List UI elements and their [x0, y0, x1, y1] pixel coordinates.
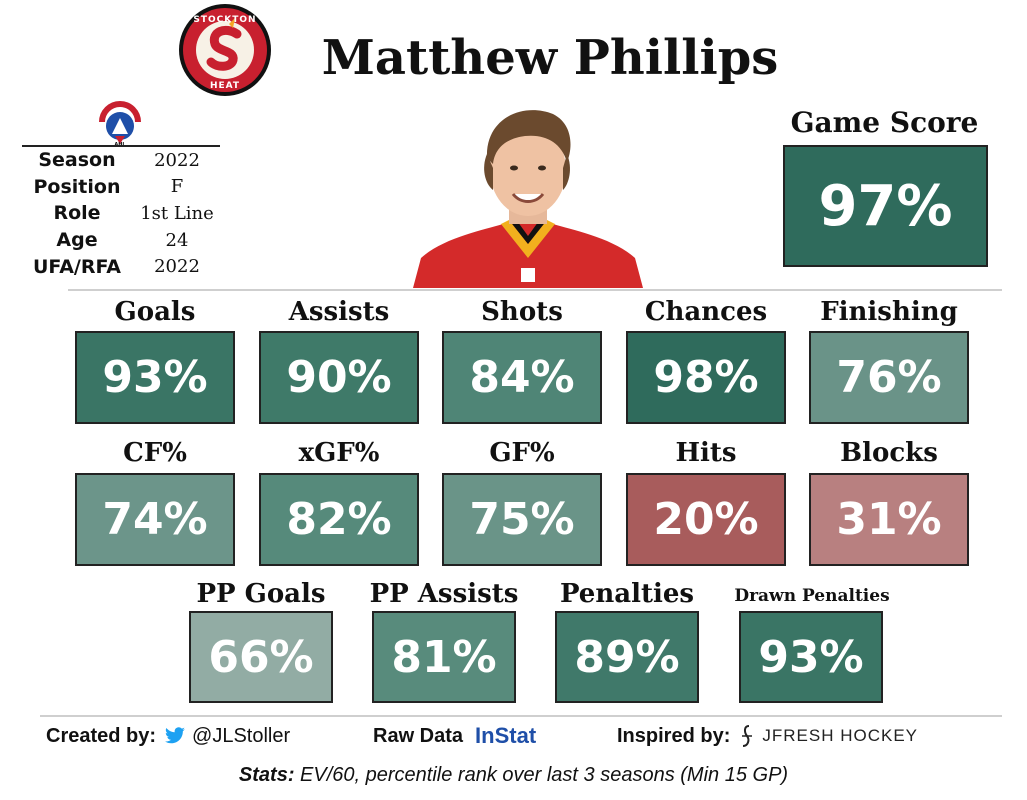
footer-raw-data: Raw Data InStat	[373, 722, 536, 750]
info-value: 2022	[154, 149, 200, 171]
info-row-role: Role 1st Line	[22, 200, 222, 227]
stat-label-cf: CF%	[123, 438, 187, 468]
info-row-contract: UFA/RFA 2022	[22, 253, 222, 280]
stat-label-drawn-penalties: Drawn Penalties	[734, 586, 890, 606]
stats-note-text: EV/60, percentile rank over last 3 seaso…	[294, 764, 789, 786]
stat-label-shots: Shots	[481, 297, 563, 327]
stat-box-finishing: 76%	[809, 331, 969, 424]
info-label: Position	[33, 175, 121, 198]
stat-box-blocks: 31%	[809, 473, 969, 566]
stat-label-xgf: xGF%	[298, 438, 380, 468]
team-logo-top-text: STOCKTON	[193, 15, 256, 25]
inspired-by-label: Inspired by:	[617, 724, 731, 747]
stat-label-chances: Chances	[644, 297, 768, 327]
game-score-value: 97%	[783, 145, 988, 267]
info-divider	[22, 145, 220, 147]
instat-logo: InStat	[475, 723, 537, 748]
info-row-position: Position F	[22, 174, 222, 201]
footer-inspired-by: Inspired by: JFRESH HOCKEY	[617, 722, 918, 750]
stat-label-gf: GF%	[489, 438, 555, 468]
stat-box-goals: 93%	[75, 331, 235, 424]
stat-label-blocks: Blocks	[840, 438, 938, 468]
league-logo: AHL	[98, 100, 142, 148]
jfresh-logo-icon	[740, 724, 754, 748]
stat-box-chances: 98%	[626, 331, 786, 424]
team-logo: STOCKTON HEAT	[177, 2, 273, 98]
stat-box-xgf: 82%	[259, 473, 419, 566]
info-value: 1st Line	[140, 202, 214, 224]
stat-box-cf: 74%	[75, 473, 235, 566]
stat-box-pp-goals: 66%	[189, 611, 333, 703]
info-label: Role	[53, 202, 101, 225]
info-label: UFA/RFA	[32, 255, 121, 278]
info-value: F	[170, 176, 184, 198]
info-label: Age	[56, 229, 98, 252]
raw-data-label: Raw Data	[373, 724, 464, 747]
section-divider	[68, 289, 1002, 291]
info-label: Season	[38, 149, 116, 172]
footer-divider	[40, 715, 1002, 717]
stat-label-goals: Goals	[114, 297, 196, 327]
player-photo	[413, 98, 643, 288]
stat-box-pp-assists: 81%	[372, 611, 516, 703]
created-by-label: Created by:	[46, 724, 157, 747]
info-row-age: Age 24	[22, 227, 222, 254]
stat-label-finishing: Finishing	[820, 297, 958, 327]
stat-label-pp-assists: PP Assists	[369, 579, 519, 609]
stats-note: Stats: EV/60, percentile rank over last …	[0, 764, 1027, 787]
info-value: 2022	[154, 256, 200, 278]
stat-box-gf: 75%	[442, 473, 602, 566]
stat-label-penalties: Penalties	[559, 579, 695, 609]
info-row-season: Season 2022	[22, 147, 222, 174]
info-value: 24	[165, 229, 189, 251]
stats-note-label: Stats:	[238, 764, 295, 786]
twitter-icon	[164, 727, 186, 745]
twitter-handle[interactable]: @JLStoller	[192, 724, 291, 747]
jfresh-hockey-text: JFRESH HOCKEY	[762, 726, 918, 745]
footer-created-by: Created by: @JLStoller	[46, 722, 290, 750]
stat-label-hits: Hits	[675, 438, 737, 468]
stat-label-pp-goals: PP Goals	[196, 579, 326, 609]
stat-box-assists: 90%	[259, 331, 419, 424]
stat-box-penalties: 89%	[555, 611, 699, 703]
game-score-label: Game Score	[790, 106, 979, 139]
player-name: Matthew Phillips	[321, 30, 779, 86]
team-logo-bottom-text: HEAT	[210, 81, 240, 91]
player-info-table: Season 2022 Position F Role 1st Line Age…	[22, 147, 222, 280]
stat-box-hits: 20%	[626, 473, 786, 566]
stat-label-assists: Assists	[288, 297, 390, 327]
stat-box-drawn-penalties: 93%	[739, 611, 883, 703]
stat-box-shots: 84%	[442, 331, 602, 424]
